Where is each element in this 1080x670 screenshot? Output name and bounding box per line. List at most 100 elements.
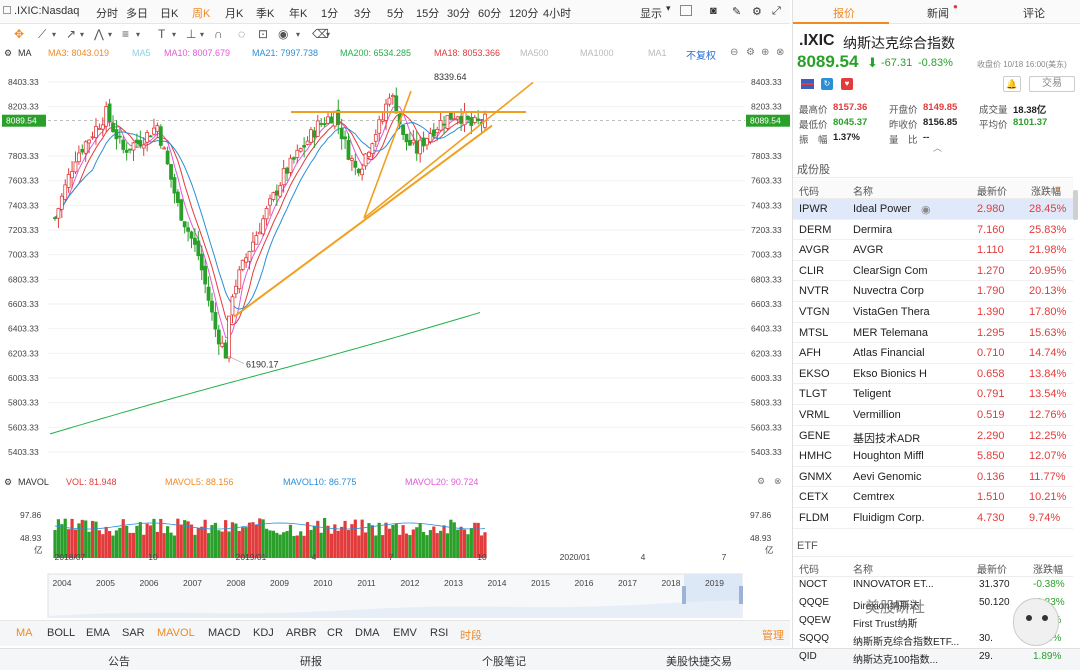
settings-icon[interactable]: ⚙ [746,47,755,58]
indicator-tab[interactable]: EMV [393,627,417,639]
table-row[interactable]: TLGT Teligent 0.791 13.54% [793,384,1073,405]
table-row[interactable]: GENE 基因技术ADR 2.290 12.25% [793,426,1073,447]
trendline-icon[interactable]: ⟋ [38,27,47,41]
period-tab[interactable]: 季K [256,8,275,20]
eye-icon[interactable]: ◉ [921,204,931,216]
navigator-chart[interactable]: 2004 2005 2006 2007 2008 2009 2010 2011 2012 2013… [0,562,790,619]
period-tab[interactable]: 周K [192,8,211,20]
measure-icon[interactable]: ⊥ [186,27,197,41]
period-tab[interactable]: 3分 [354,8,372,20]
chevron-down-icon[interactable]: ▾ [136,30,141,39]
col-name[interactable]: 名称 [853,565,873,576]
trade-button[interactable]: 交易 [1029,76,1075,92]
col-name[interactable]: 名称 [853,187,873,198]
magnet-icon[interactable]: ∩ [214,27,223,41]
indicator-tab[interactable]: KDJ [253,627,274,639]
chevron-down-icon[interactable]: ▾ [172,30,177,39]
indicator-tab[interactable]: CR [327,627,343,639]
table-row[interactable]: DERM Dermira 7.160 25.83% [793,220,1073,241]
indicator-tab[interactable]: ARBR [286,627,317,639]
table-row[interactable]: AVGR AVGR 1.110 21.98% [793,240,1073,261]
fullscreen-icon[interactable]: ⤢ [772,5,781,17]
settings-icon[interactable]: ⚙ [4,477,13,487]
period-tab[interactable]: 日K [160,8,179,20]
etf-row[interactable]: NOCT INNOVATOR ET... 31.370 -0.38% [793,576,1073,594]
scrollbar[interactable] [1073,190,1078,220]
indicator-tab[interactable]: MAVOL [157,627,195,639]
tab-quote[interactable]: 报价 [833,8,855,20]
col-price[interactable]: 最新价 [977,187,1007,198]
ray-icon[interactable]: ↗ [66,27,77,41]
chevron-down-icon[interactable]: ▾ [80,30,85,39]
tab-comments[interactable]: 评论 [1023,8,1045,20]
indicator-tab[interactable]: BOLL [47,627,76,639]
table-row[interactable]: FLDM Fluidigm Corp. 4.730 9.74% [793,508,1073,529]
table-row[interactable]: VRML Vermillion 0.519 12.76% [793,405,1073,426]
no-adjust-button[interactable]: 不复权 [686,51,716,62]
display-button[interactable]: 显示 [640,8,662,20]
period-tab[interactable]: 60分 [478,8,502,20]
col-pct[interactable]: 涨跌幅 [1033,565,1063,576]
chevron-up-icon[interactable]: ︿ [933,143,943,153]
add-icon[interactable]: ⊕ [761,47,770,58]
bell-icon[interactable]: 🔔 [1003,76,1021,92]
chevron-down-icon[interactable]: ▾ [52,30,57,39]
tab-announcements[interactable]: 公告 [108,656,130,668]
table-row[interactable]: CLIR ClearSign Com 1.270 20.95% [793,261,1073,282]
hide-icon[interactable]: ◌ [238,27,246,41]
close-icon[interactable]: ⊗ [776,47,785,58]
period-tab[interactable]: 多日 [126,8,148,20]
indicator-tab[interactable]: MACD [208,627,241,639]
table-row[interactable]: AFH Atlas Financial 0.710 14.74% [793,343,1073,364]
period-tab[interactable]: 15分 [416,8,440,20]
camera-icon[interactable]: ◙ [710,5,717,17]
eye-icon[interactable]: ◉ [278,27,289,41]
indicator-tab[interactable]: RSI [430,627,449,639]
tab-notes[interactable]: 个股笔记 [482,656,526,668]
indicator-tab[interactable]: MA [16,627,33,639]
chevron-down-icon[interactable]: ▾ [296,30,301,39]
col-price[interactable]: 最新价 [977,565,1007,576]
collapse-icon[interactable]: ⊖ [730,47,739,58]
period-tab[interactable]: 4小时 [543,8,572,20]
period-tab[interactable]: 5分 [387,8,405,20]
favorite-icon[interactable]: ♥ [841,78,853,90]
table-row[interactable]: MTSL MER Telemana 1.295 15.63% [793,323,1073,344]
tab-research[interactable]: 研报 [300,656,322,668]
zigzag-icon[interactable]: ⋀ [94,27,104,41]
settings-icon[interactable]: ⚙ [757,476,766,486]
chevron-down-icon[interactable]: ▾ [666,3,671,13]
manage-button[interactable]: 管理 [762,630,784,642]
table-row[interactable]: NVTR Nuvectra Corp 1.790 20.13% [793,281,1073,302]
pencil-icon[interactable]: ✎ [732,6,742,18]
crosshair-icon[interactable]: ✥ [14,27,25,41]
col-code[interactable]: 代码 [799,187,819,198]
text-tool-icon[interactable]: T [158,27,166,41]
period-tab[interactable]: 30分 [447,8,471,20]
settings-icon[interactable]: ⚙ [4,48,13,58]
time-navigator[interactable]: 2004 2005 2006 2007 2008 2009 2010 2011 2012 2013… [0,562,790,619]
etf-row[interactable]: QID 纳斯达克100指数... 29. 1.89% [793,648,1073,666]
indicator-tab[interactable]: DMA [355,627,380,639]
indicator-tab[interactable]: SAR [122,627,145,639]
channel-icon[interactable]: ≡ [122,27,130,41]
indicator-tab[interactable]: EMA [86,627,110,639]
kline-chart[interactable]: 8403.33 8203.33 7803.33 7603.33 7403.33 7203.… [0,62,790,472]
chevron-down-icon[interactable]: ▾ [326,30,331,39]
indicator-tab[interactable]: 时段 [460,630,482,642]
col-code[interactable]: 代码 [799,565,819,576]
close-icon[interactable]: ⊗ [774,476,782,486]
period-tab[interactable]: 分时 [96,8,118,20]
chart-icon[interactable]: ↻ [821,78,833,90]
settings-icon[interactable]: ⚙ [752,6,762,18]
col-pct[interactable]: 涨跌幅 [1031,187,1061,198]
table-row[interactable]: EKSO Ekso Bionics H 0.658 13.84% [793,364,1073,385]
checkbox-icon[interactable] [680,5,692,16]
chevron-down-icon[interactable]: ▾ [108,30,113,39]
table-row[interactable]: IPWR Ideal Power 2.980 28.45% ◉ [793,199,1073,220]
period-tab[interactable]: 月K [225,8,244,20]
tab-news[interactable]: 新闻 [927,8,949,20]
table-row[interactable]: GNMX Aevi Genomic 0.136 11.77% [793,467,1073,488]
period-tab[interactable]: 1分 [321,8,339,20]
chevron-down-icon[interactable]: ▾ [200,30,205,39]
